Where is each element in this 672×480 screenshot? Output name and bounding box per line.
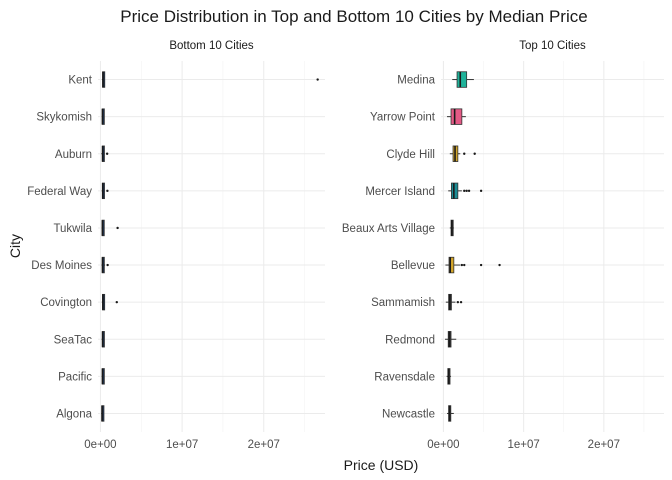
panels: Bottom 10 Cities 0e+00 1e+07 2e+07 Kent Skyko… xyxy=(27,40,664,451)
x-tick-label: 0e+00 xyxy=(84,439,116,451)
x-tick-label: 2e+07 xyxy=(248,439,280,451)
panel-1: Bottom 10 Cities 0e+00 1e+07 2e+07 Kent Skyko… xyxy=(27,40,325,451)
y-tick-label: Newcastle xyxy=(382,408,435,420)
x-tick-label: 1e+07 xyxy=(507,439,539,451)
y-tick-label: Kent xyxy=(68,75,92,87)
box-medina xyxy=(452,71,474,88)
box-iqr xyxy=(450,108,463,125)
outlier-point xyxy=(460,263,464,267)
y-tick-label: Algona xyxy=(56,408,92,420)
box-beaux-arts-village xyxy=(449,219,454,237)
outlier-point xyxy=(479,189,483,193)
outlier-point xyxy=(463,152,466,155)
box-newcastle xyxy=(447,405,454,422)
outlier-point xyxy=(463,189,466,193)
box-sammamish xyxy=(445,293,463,311)
box-ravensdale xyxy=(446,368,452,385)
outlier-point xyxy=(106,189,109,193)
outlier-point xyxy=(106,263,109,267)
outlier-point xyxy=(465,189,468,193)
panel-2: Top 10 Cities 0e+00 1e+07 2e+07 Medina Yarrow… xyxy=(342,40,664,451)
x-tick-label: 2e+07 xyxy=(588,439,620,451)
x-tick-label: 1e+07 xyxy=(166,439,198,451)
y-tick-label: Medina xyxy=(397,75,435,87)
outlier-point xyxy=(473,152,476,155)
box-federal-way xyxy=(101,182,109,200)
y-tick-label: Redmond xyxy=(385,334,435,346)
chart-title: Price Distribution in Top and Bottom 10 … xyxy=(120,7,587,26)
y-tick-label: Tukwila xyxy=(53,223,92,235)
outlier-point xyxy=(467,189,471,193)
y-tick-label: Des Moines xyxy=(31,260,92,272)
box-yarrow-point xyxy=(447,108,466,125)
y-tick-label: Federal Way xyxy=(27,186,92,198)
box-iqr xyxy=(456,71,468,88)
y-tick-label: Mercer Island xyxy=(365,186,435,198)
box-seatac xyxy=(101,331,105,348)
box-des-moines xyxy=(101,256,109,274)
y-tick-label: Covington xyxy=(40,297,92,309)
box-bellevue xyxy=(445,256,501,274)
outlier-point xyxy=(459,300,463,304)
panel-strip-label: Bottom 10 Cities xyxy=(169,40,254,52)
y-axis-label: City xyxy=(7,234,23,258)
y-tick-label: Pacific xyxy=(58,371,92,383)
y-tick-label: Sammamish xyxy=(371,297,435,309)
outlier-point xyxy=(456,300,460,304)
box-kent xyxy=(101,71,319,88)
outlier-point xyxy=(498,263,501,267)
y-tick-label: SeaTac xyxy=(54,334,93,346)
box-redmond xyxy=(445,331,457,348)
box-mercer-island xyxy=(448,182,483,200)
box-iqr xyxy=(448,256,455,274)
outlier-point xyxy=(105,152,109,155)
y-tick-label: Skykomish xyxy=(36,112,92,124)
y-tick-label: Yarrow Point xyxy=(370,112,436,124)
box-tukwila xyxy=(101,219,119,237)
box-auburn xyxy=(101,145,109,162)
y-tick-label: Auburn xyxy=(55,149,92,161)
outlier-point xyxy=(116,226,119,230)
box-covington xyxy=(101,293,118,311)
outlier-point xyxy=(479,263,483,267)
box-algona xyxy=(101,405,105,422)
box-skykomish xyxy=(101,108,105,125)
box-iqr xyxy=(451,182,459,200)
x-tick-label: 0e+00 xyxy=(427,439,459,451)
y-tick-label: Clyde Hill xyxy=(386,149,435,161)
y-tick-label: Bellevue xyxy=(391,260,435,272)
box-clyde-hill xyxy=(449,145,476,162)
panel-strip-label: Top 10 Cities xyxy=(519,40,586,52)
y-tick-label: Ravensdale xyxy=(374,371,435,383)
outlier-point xyxy=(316,78,319,81)
y-tick-label: Beaux Arts Village xyxy=(342,223,435,235)
x-axis-label: Price (USD) xyxy=(344,457,419,473)
outlier-point xyxy=(463,263,466,267)
outlier-point xyxy=(115,300,118,304)
box-pacific xyxy=(101,368,105,385)
